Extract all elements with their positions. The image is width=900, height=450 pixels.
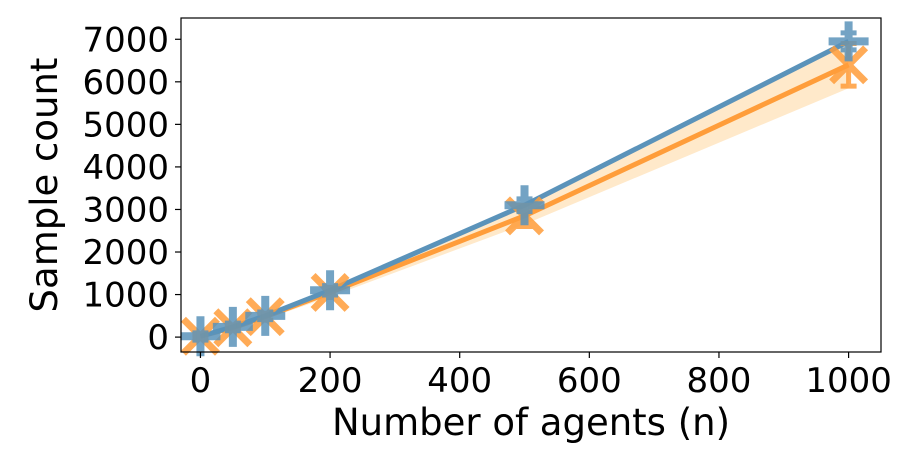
y-tick-label: 1000 [82,276,169,316]
data-point [245,295,286,336]
data-point [180,316,221,357]
x-tick-label: 800 [687,361,752,401]
y-axis-label: Sample count [23,58,66,313]
y-tick-label: 3000 [82,190,169,230]
x-tick-label: 200 [298,361,363,401]
y-tick-label: 2000 [82,233,169,273]
data-point [828,21,869,62]
y-tick-label: 5000 [82,105,169,145]
x-axis-ticks: 0 200 400 600 800 1000 [190,352,892,401]
x-tick-label: 600 [557,361,622,401]
y-tick-label: 7000 [82,20,169,60]
x-tick-label: 400 [427,361,492,401]
data-point [310,270,351,311]
x-marker [829,45,869,85]
plot-frame [180,17,882,353]
x-tick-label: 0 [190,361,212,401]
data-point [504,185,545,226]
y-tick-label: 6000 [82,63,169,103]
y-tick-label: 0 [147,318,169,358]
y-tick-label: 4000 [82,148,169,188]
x-axis-label: Number of agents (n) [332,401,730,444]
series-markers [180,21,869,357]
x-tick-label: 1000 [805,361,892,401]
data-point [212,306,253,347]
